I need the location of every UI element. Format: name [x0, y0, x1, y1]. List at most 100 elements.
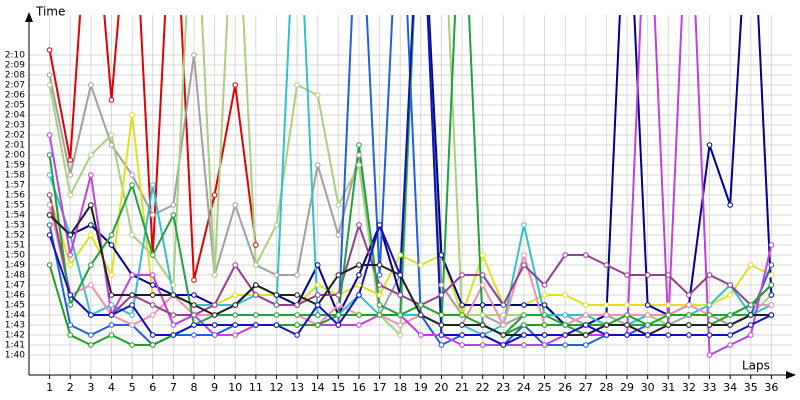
y-tick-label: 1:45 — [5, 301, 25, 311]
point — [88, 282, 94, 288]
x-tick-label: 5 — [129, 381, 136, 394]
point — [314, 302, 321, 308]
point — [149, 292, 156, 298]
point — [541, 312, 548, 318]
point — [88, 312, 94, 318]
plot-area — [46, 15, 775, 358]
point — [149, 212, 156, 218]
point — [129, 342, 135, 348]
x-tick-label: 3 — [87, 381, 94, 394]
point — [149, 282, 156, 288]
point — [624, 272, 630, 278]
point — [46, 172, 53, 178]
point — [149, 312, 156, 318]
y-tick-label: 1:43 — [5, 321, 25, 331]
y-tick-label: 1:47 — [5, 281, 25, 291]
point — [747, 312, 754, 318]
point — [500, 312, 507, 318]
point — [232, 292, 239, 298]
point — [232, 202, 239, 208]
point — [541, 332, 548, 338]
point — [108, 312, 115, 318]
point — [273, 222, 280, 228]
point — [335, 312, 342, 318]
point — [500, 322, 507, 328]
y-tick-label: 1:51 — [5, 241, 25, 251]
point — [108, 332, 115, 338]
x-tick-label: 4 — [108, 381, 115, 394]
x-tick-label: 9 — [211, 381, 218, 394]
point — [582, 322, 589, 328]
point — [129, 312, 135, 318]
point — [727, 332, 733, 338]
point — [603, 322, 610, 328]
point — [294, 322, 300, 328]
point — [562, 292, 568, 298]
point — [149, 342, 156, 348]
y-tick-label: 1:44 — [5, 311, 25, 321]
series-line — [48, 202, 772, 337]
y-tick-label: 1:41 — [5, 341, 25, 351]
y-tick-label: 2:07 — [5, 81, 25, 91]
point — [149, 272, 156, 278]
point — [603, 302, 610, 308]
point — [273, 272, 280, 278]
point — [356, 272, 362, 278]
point — [191, 277, 197, 283]
point — [129, 232, 135, 238]
point — [418, 312, 424, 318]
point — [747, 302, 754, 308]
y-arrow — [25, 12, 33, 22]
point — [335, 232, 342, 238]
point — [294, 82, 300, 88]
point — [149, 302, 156, 308]
point — [211, 332, 218, 338]
point — [108, 322, 115, 328]
point — [747, 262, 754, 268]
point — [582, 332, 589, 338]
point — [356, 222, 362, 228]
point — [149, 332, 156, 338]
point — [335, 322, 342, 328]
point — [479, 312, 486, 318]
point — [253, 312, 259, 318]
point — [582, 312, 589, 318]
point — [438, 322, 445, 328]
point — [232, 312, 239, 318]
point — [686, 292, 692, 298]
point — [686, 302, 692, 308]
point — [706, 312, 713, 318]
point — [67, 292, 74, 298]
point — [232, 332, 239, 338]
point — [67, 252, 74, 258]
point — [170, 212, 177, 218]
point — [541, 292, 548, 298]
y-tick-label: 2:06 — [5, 91, 25, 101]
x-tick-label: 24 — [517, 381, 531, 394]
x-arrow — [786, 371, 796, 379]
point — [397, 322, 403, 328]
y-tick-label: 1:57 — [5, 181, 25, 191]
point — [67, 232, 74, 238]
point — [397, 332, 403, 338]
point — [479, 252, 486, 258]
point — [603, 312, 610, 318]
series-line — [48, 264, 773, 347]
point — [273, 312, 280, 318]
point — [46, 212, 53, 218]
point — [129, 272, 135, 278]
point — [541, 322, 548, 328]
point — [768, 302, 775, 308]
point — [46, 132, 53, 138]
y-tick-label: 2:08 — [5, 71, 25, 81]
point — [376, 292, 383, 298]
point — [191, 302, 197, 308]
x-tick-label: 19 — [414, 381, 428, 394]
point — [46, 232, 53, 238]
y-tick-label: 1:55 — [5, 201, 25, 211]
point — [273, 292, 280, 298]
point — [253, 262, 259, 268]
x-tick-label: 7 — [170, 381, 177, 394]
series-line — [48, 15, 772, 347]
